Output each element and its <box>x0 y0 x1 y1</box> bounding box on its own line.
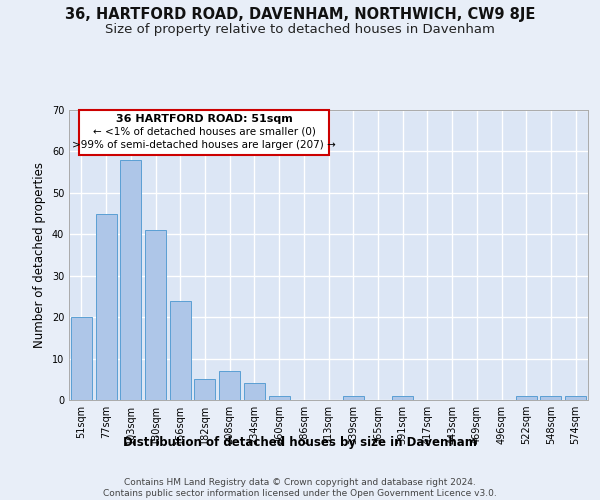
Text: >99% of semi-detached houses are larger (207) →: >99% of semi-detached houses are larger … <box>72 140 336 150</box>
Bar <box>541 396 562 400</box>
Text: Distribution of detached houses by size in Davenham: Distribution of detached houses by size … <box>123 436 477 449</box>
Bar <box>194 380 215 400</box>
Bar <box>71 317 92 400</box>
Bar <box>219 371 240 400</box>
Text: Contains HM Land Registry data © Crown copyright and database right 2024.
Contai: Contains HM Land Registry data © Crown c… <box>103 478 497 498</box>
Text: ← <1% of detached houses are smaller (0): ← <1% of detached houses are smaller (0) <box>92 126 316 136</box>
Text: 36, HARTFORD ROAD, DAVENHAM, NORTHWICH, CW9 8JE: 36, HARTFORD ROAD, DAVENHAM, NORTHWICH, … <box>65 8 535 22</box>
Bar <box>392 396 413 400</box>
Text: 36 HARTFORD ROAD: 51sqm: 36 HARTFORD ROAD: 51sqm <box>116 114 292 124</box>
Text: Size of property relative to detached houses in Davenham: Size of property relative to detached ho… <box>105 22 495 36</box>
Bar <box>145 230 166 400</box>
Bar <box>120 160 141 400</box>
Bar <box>343 396 364 400</box>
Bar <box>269 396 290 400</box>
Bar <box>516 396 537 400</box>
Bar <box>244 384 265 400</box>
Bar <box>95 214 116 400</box>
Y-axis label: Number of detached properties: Number of detached properties <box>33 162 46 348</box>
Bar <box>170 300 191 400</box>
FancyBboxPatch shape <box>79 110 329 155</box>
Bar <box>565 396 586 400</box>
